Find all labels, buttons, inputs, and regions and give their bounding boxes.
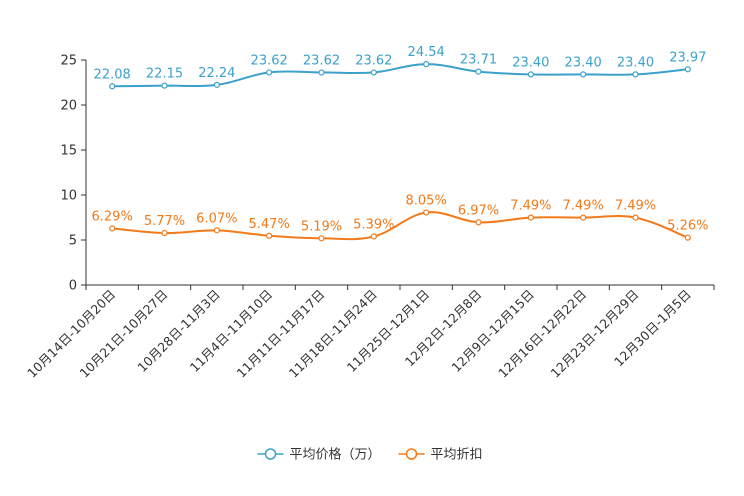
- legend-item-1[interactable]: 平均价格（万）: [257, 447, 381, 463]
- x-tick-label: 10月21日-10月27日: [76, 287, 170, 381]
- data-label: 22.08: [94, 67, 131, 82]
- data-point[interactable]: [580, 214, 587, 221]
- legend-marker-icon: [405, 448, 418, 460]
- series-1: 22.08 22.15 22.24 23.62 23.62 23.62 24.54 23.71…: [94, 45, 706, 90]
- y-tick-label: 20: [60, 99, 77, 114]
- data-label: 7.49%: [563, 199, 604, 214]
- data-point[interactable]: [318, 235, 325, 242]
- data-label: 23.40: [512, 55, 549, 70]
- data-label: 5.26%: [667, 219, 708, 234]
- y-tick-label: 10: [60, 189, 77, 204]
- data-point[interactable]: [109, 83, 116, 90]
- data-point[interactable]: [580, 71, 587, 78]
- data-label: 23.97: [669, 50, 706, 65]
- data-point[interactable]: [266, 69, 273, 76]
- data-point[interactable]: [213, 227, 220, 234]
- data-label: 5.39%: [353, 217, 394, 232]
- y-tick-label: 15: [60, 144, 77, 159]
- y-tick-label: 25: [60, 54, 77, 69]
- y-tick-label: 0: [69, 279, 77, 294]
- x-tick-label: 10月14日-10月20日: [24, 287, 118, 381]
- data-point[interactable]: [161, 82, 168, 89]
- data-point[interactable]: [527, 214, 534, 221]
- series-line: [112, 211, 689, 241]
- data-point[interactable]: [370, 69, 377, 76]
- data-point[interactable]: [527, 71, 534, 78]
- data-point[interactable]: [632, 214, 639, 221]
- data-label: 5.77%: [144, 214, 185, 229]
- data-point[interactable]: [423, 61, 430, 68]
- data-label: 22.15: [146, 67, 183, 82]
- data-label: 23.40: [565, 55, 602, 70]
- data-label: 23.71: [460, 53, 497, 68]
- chart-legend[interactable]: 平均价格（万） 平均折扣: [257, 447, 483, 463]
- series-line: [112, 63, 688, 88]
- x-tick-label: 12月16日-12月22日: [495, 287, 589, 381]
- data-point[interactable]: [266, 232, 273, 239]
- data-point[interactable]: [213, 81, 220, 88]
- data-point[interactable]: [632, 71, 639, 78]
- data-label: 24.54: [408, 45, 445, 60]
- data-point[interactable]: [423, 209, 430, 216]
- chart-series: 22.08 22.15 22.24 23.62 23.62 23.62 24.54 23.71…: [92, 45, 708, 242]
- data-label: 5.19%: [301, 219, 342, 234]
- data-label: 23.62: [251, 53, 288, 68]
- data-point[interactable]: [684, 66, 691, 73]
- legend-item-2[interactable]: 平均折扣: [398, 448, 483, 463]
- data-point[interactable]: [370, 233, 377, 240]
- data-label: 23.62: [303, 53, 340, 68]
- data-label: 6.07%: [196, 211, 237, 226]
- legend-marker-icon: [264, 448, 277, 460]
- y-tick-label: 5: [69, 234, 77, 249]
- data-point[interactable]: [318, 69, 325, 76]
- data-point[interactable]: [161, 229, 168, 237]
- data-label: 22.24: [198, 66, 235, 81]
- data-label: 7.49%: [510, 199, 551, 214]
- legend-label: 平均价格（万）: [290, 447, 381, 463]
- legend-label: 平均折扣: [431, 448, 483, 463]
- data-label: 8.05%: [406, 194, 447, 209]
- data-point[interactable]: [109, 225, 116, 232]
- data-point[interactable]: [684, 234, 691, 241]
- data-label: 7.49%: [615, 199, 656, 214]
- data-label: 23.40: [617, 55, 654, 70]
- data-point[interactable]: [475, 219, 482, 226]
- x-tick-label: 11月18日-11月24日: [286, 287, 380, 381]
- x-tick-label: 12月23日-12月29日: [547, 287, 641, 381]
- data-label: 6.29%: [92, 209, 133, 224]
- data-label: 5.47%: [249, 217, 290, 232]
- series-2: 6.29% 5.77% 6.07% 5.47% 5.19% 5.39% 8.05% 6.97%…: [92, 194, 708, 242]
- x-tick-label: 11月11日-11月17日: [233, 287, 327, 381]
- data-label: 23.62: [355, 53, 392, 68]
- data-label: 6.97%: [458, 203, 499, 218]
- data-point[interactable]: [475, 68, 482, 75]
